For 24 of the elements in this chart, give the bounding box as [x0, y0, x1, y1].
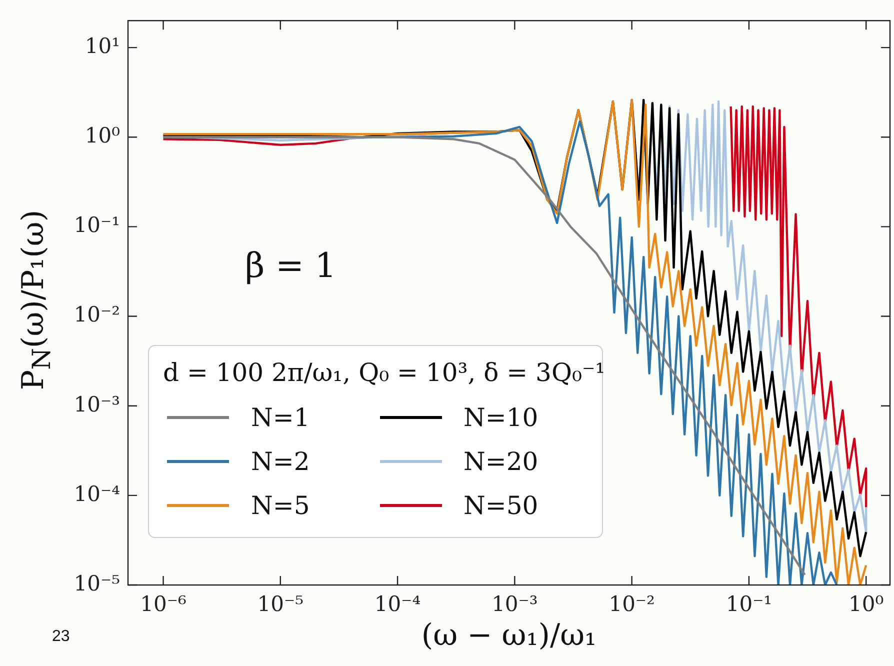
- annotation: β = 1: [245, 246, 336, 286]
- x-tick-label: 10⁻³: [492, 592, 538, 616]
- y-tick-label: 10⁻¹: [74, 213, 120, 238]
- x-tick-label: 10⁻⁵: [257, 592, 304, 616]
- legend-label: N=2: [251, 446, 310, 476]
- legend-label: N=5: [251, 490, 310, 520]
- y-tick-label: 10⁻²: [74, 302, 120, 327]
- y-tick-label: 10⁰: [84, 124, 120, 148]
- legend-label: N=1: [251, 402, 310, 432]
- legend-label: N=10: [464, 402, 538, 432]
- x-tick-label: 10⁻¹: [726, 592, 772, 616]
- legend-label: N=20: [464, 446, 538, 476]
- y-tick-label: 10¹: [84, 34, 120, 58]
- x-tick-label: 10⁻²: [608, 592, 655, 616]
- x-axis-title: (ω − ω₁)/ω₁: [421, 618, 597, 653]
- x-tick-label: 10⁰: [848, 592, 884, 616]
- x-tick-label: 10⁻⁶: [140, 592, 186, 616]
- legend-title: d = 100 2π/ω₁, Q₀ = 10³, δ = 3Q₀⁻¹: [163, 358, 606, 387]
- legend-label: N=50: [464, 490, 538, 520]
- text: 23: [52, 628, 70, 646]
- y-tick-label: 10⁻⁵: [74, 571, 120, 596]
- y-tick-label: 10⁻⁴: [74, 482, 120, 506]
- y-tick-label: 10⁻³: [74, 392, 120, 416]
- x-tick-label: 10⁻⁴: [374, 592, 421, 616]
